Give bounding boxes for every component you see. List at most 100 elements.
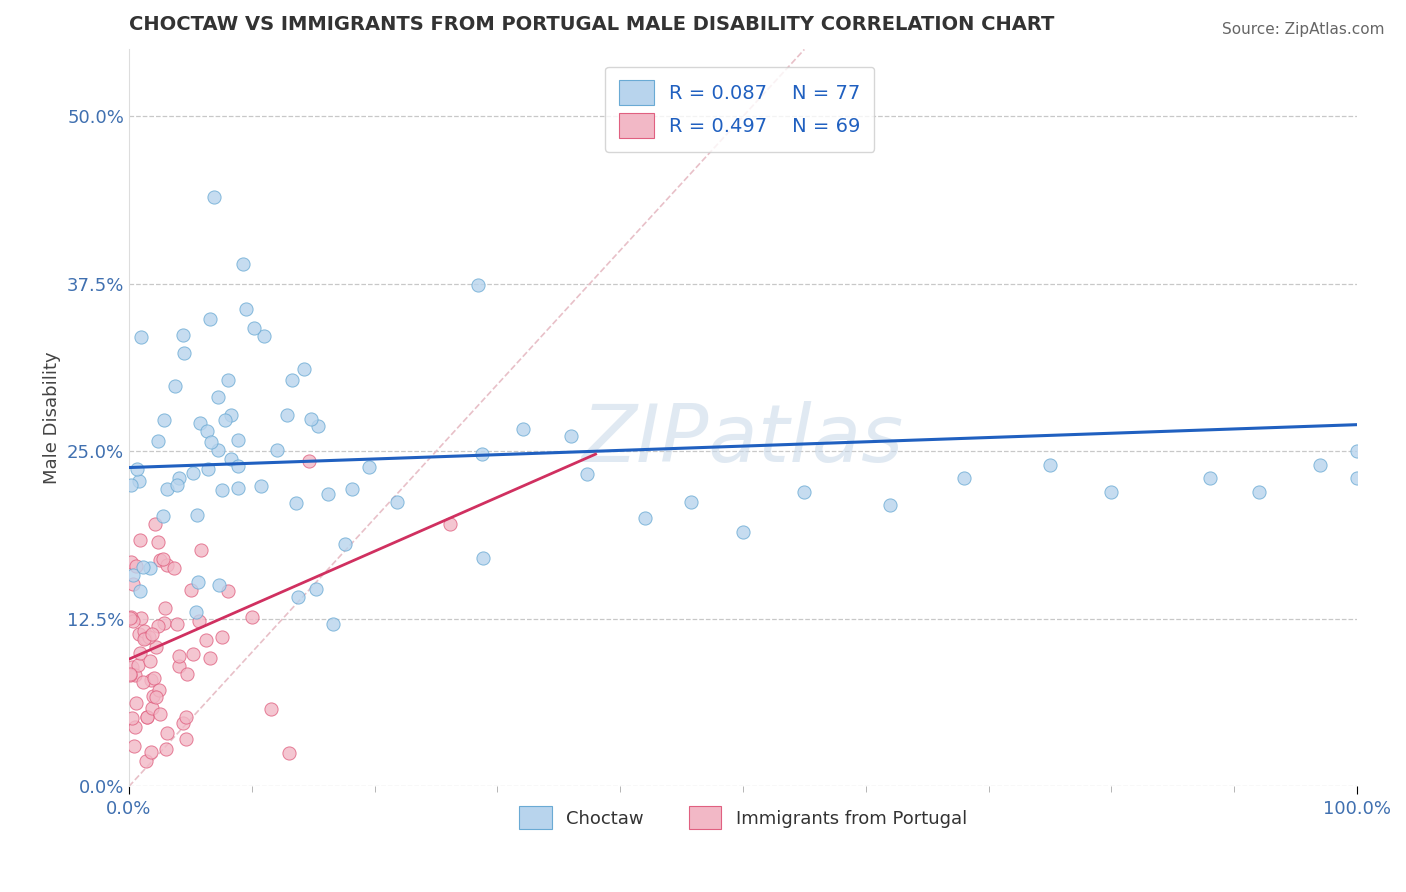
Point (132, 624, 155, 639)
Point (226, 482, 249, 496)
Legend: Choctaw, Immigrants from Portugal: Choctaw, Immigrants from Portugal (512, 798, 974, 837)
Point (129, 330, 152, 344)
Point (731, 524, 754, 539)
Point (135, 710, 157, 724)
Point (1309, 458, 1331, 472)
Point (217, 584, 239, 599)
Point (152, 551, 174, 566)
Point (187, 574, 209, 589)
Point (467, 278, 489, 293)
Point (167, 648, 190, 663)
Point (148, 683, 170, 698)
Point (139, 673, 162, 687)
Point (307, 419, 329, 434)
Point (211, 483, 233, 497)
Point (139, 654, 162, 668)
Point (146, 535, 169, 549)
Point (142, 690, 165, 704)
Point (134, 632, 156, 646)
Point (135, 754, 157, 768)
Point (298, 453, 321, 467)
Point (235, 301, 257, 316)
Point (152, 508, 174, 523)
Point (294, 361, 316, 376)
Point (134, 631, 156, 645)
Point (221, 451, 243, 466)
Point (253, 329, 276, 343)
Point (266, 442, 288, 457)
Point (184, 605, 207, 619)
Point (120, 610, 142, 624)
Point (305, 582, 328, 596)
Point (207, 390, 229, 404)
Point (141, 701, 163, 715)
Point (169, 659, 191, 673)
Point (512, 422, 534, 436)
Point (163, 378, 186, 392)
Point (141, 627, 163, 641)
Point (200, 435, 222, 450)
Point (207, 443, 229, 458)
Point (122, 739, 145, 754)
Point (166, 617, 188, 632)
Point (149, 553, 172, 567)
Point (120, 668, 142, 682)
Point (163, 561, 186, 575)
Point (146, 619, 169, 633)
Point (120, 555, 142, 569)
Point (188, 416, 211, 430)
Point (129, 584, 152, 599)
Point (953, 471, 976, 485)
Point (143, 671, 166, 685)
Point (250, 479, 273, 493)
Point (793, 484, 815, 499)
Text: CHOCTAW VS IMMIGRANTS FROM PORTUGAL MALE DISABILITY CORRELATION CHART: CHOCTAW VS IMMIGRANTS FROM PORTUGAL MALE… (129, 15, 1054, 34)
Point (1247, 484, 1270, 499)
Point (357, 460, 380, 475)
Point (1198, 471, 1220, 485)
Point (156, 483, 179, 497)
Point (299, 412, 322, 426)
Point (316, 487, 339, 501)
Point (211, 630, 233, 644)
Point (167, 471, 190, 485)
Point (128, 474, 150, 488)
Point (471, 447, 494, 461)
Point (1099, 484, 1122, 499)
Point (153, 601, 176, 615)
Point (281, 372, 304, 386)
Point (176, 666, 198, 681)
Point (138, 630, 160, 644)
Point (153, 615, 176, 630)
Point (174, 710, 197, 724)
Point (172, 328, 194, 343)
Point (156, 558, 179, 572)
Point (122, 614, 145, 628)
Point (141, 745, 163, 759)
Point (681, 495, 703, 509)
Point (121, 660, 143, 674)
Point (128, 627, 150, 641)
Point (243, 321, 266, 335)
Point (124, 668, 146, 682)
Point (439, 516, 461, 531)
Text: Source: ZipAtlas.com: Source: ZipAtlas.com (1222, 22, 1385, 37)
Point (174, 731, 197, 746)
Point (121, 567, 143, 582)
Point (634, 511, 657, 525)
Point (166, 478, 188, 492)
Point (181, 467, 204, 481)
Point (124, 720, 146, 734)
Point (879, 498, 901, 512)
Point (472, 550, 495, 565)
Point (226, 433, 249, 447)
Point (129, 611, 152, 625)
Point (153, 413, 176, 427)
Point (156, 726, 179, 740)
Point (195, 633, 218, 648)
Point (132, 560, 155, 574)
Point (120, 478, 142, 492)
Y-axis label: Male Disability: Male Disability (44, 351, 60, 484)
Point (322, 617, 344, 632)
Point (125, 696, 148, 710)
